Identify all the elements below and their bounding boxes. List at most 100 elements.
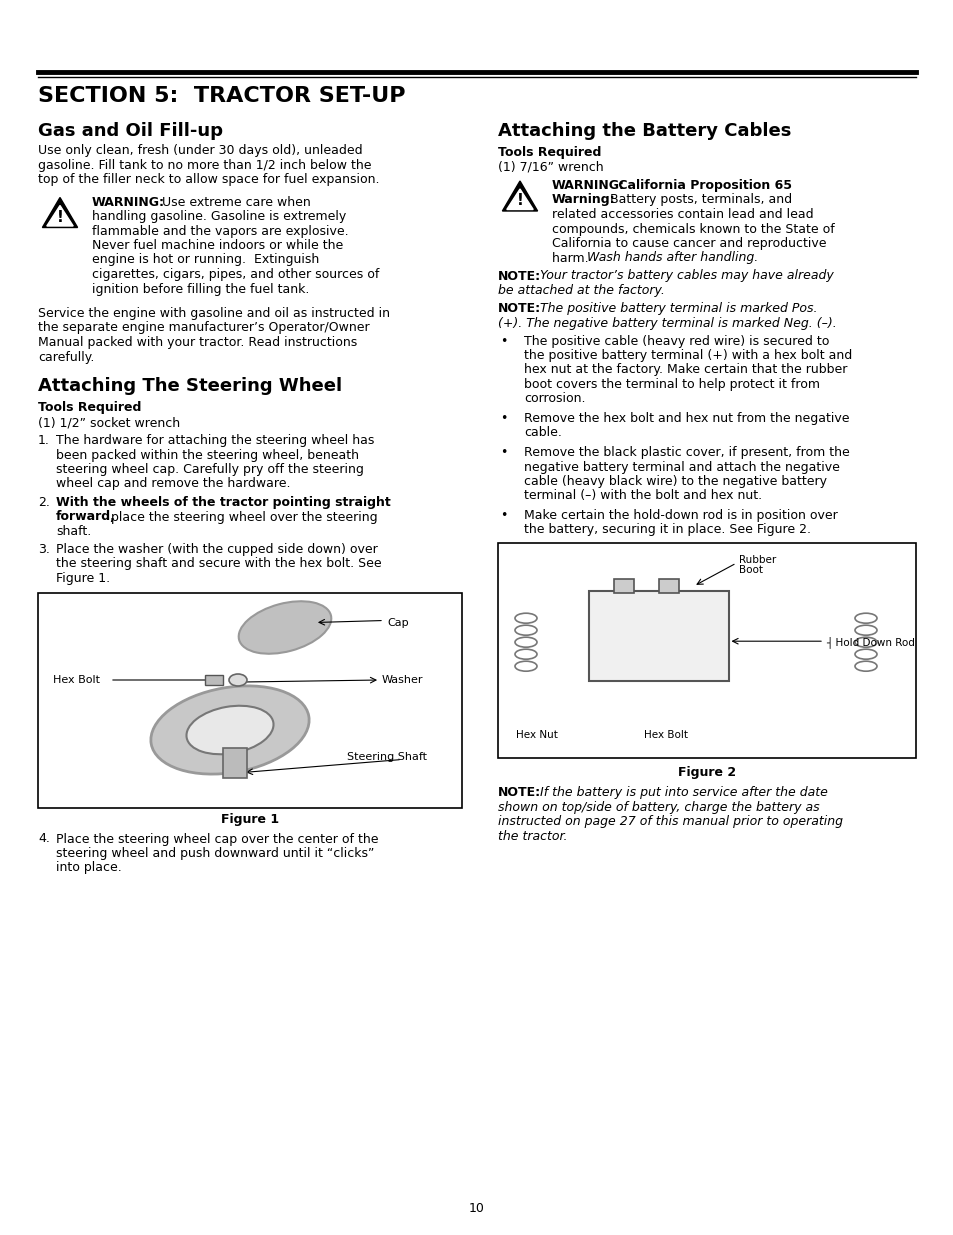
Text: Tools Required: Tools Required — [38, 401, 141, 414]
Text: Steering Shaft: Steering Shaft — [347, 752, 427, 762]
Text: cable.: cable. — [523, 426, 561, 440]
Text: the battery, securing it in place. See Figure 2.: the battery, securing it in place. See F… — [523, 524, 810, 536]
Text: Hex Bolt: Hex Bolt — [643, 730, 687, 740]
Text: place the steering wheel over the steering: place the steering wheel over the steeri… — [107, 510, 377, 524]
Text: 2.: 2. — [38, 496, 50, 509]
Text: steering wheel cap. Carefully pry off the steering: steering wheel cap. Carefully pry off th… — [56, 463, 363, 475]
Text: carefully.: carefully. — [38, 351, 94, 363]
Text: !: ! — [56, 210, 63, 225]
Text: Tools Required: Tools Required — [497, 146, 600, 159]
Text: engine is hot or running.  Extinguish: engine is hot or running. Extinguish — [91, 253, 319, 267]
Text: Your tractor’s battery cables may have already: Your tractor’s battery cables may have a… — [536, 269, 833, 283]
Text: Place the washer (with the cupped side down) over: Place the washer (with the cupped side d… — [56, 543, 377, 556]
Text: related accessories contain lead and lead: related accessories contain lead and lea… — [552, 207, 813, 221]
Text: into place.: into place. — [56, 862, 122, 874]
Text: Battery posts, terminals, and: Battery posts, terminals, and — [605, 194, 791, 206]
Text: SECTION 5:  TRACTOR SET-UP: SECTION 5: TRACTOR SET-UP — [38, 86, 405, 106]
Text: terminal (–) with the bolt and hex nut.: terminal (–) with the bolt and hex nut. — [523, 489, 761, 503]
Text: The positive cable (heavy red wire) is secured to: The positive cable (heavy red wire) is s… — [523, 335, 828, 347]
Text: gasoline. Fill tank to no more than 1/2 inch below the: gasoline. Fill tank to no more than 1/2 … — [38, 158, 371, 172]
Text: been packed within the steering wheel, beneath: been packed within the steering wheel, b… — [56, 448, 358, 462]
Text: hex nut at the factory. Make certain that the rubber: hex nut at the factory. Make certain tha… — [523, 363, 846, 377]
Text: !: ! — [516, 193, 523, 207]
Polygon shape — [47, 205, 73, 226]
Text: wheel cap and remove the hardware.: wheel cap and remove the hardware. — [56, 478, 291, 490]
Polygon shape — [42, 198, 77, 227]
Text: 10: 10 — [469, 1202, 484, 1215]
Ellipse shape — [238, 601, 331, 653]
Text: top of the filler neck to allow space for fuel expansion.: top of the filler neck to allow space fo… — [38, 173, 379, 186]
Text: shaft.: shaft. — [56, 525, 91, 538]
Text: The positive battery terminal is marked Pos.: The positive battery terminal is marked … — [536, 303, 817, 315]
Text: Gas and Oil Fill-up: Gas and Oil Fill-up — [38, 122, 223, 140]
Text: Boot: Boot — [738, 564, 761, 576]
Text: •: • — [499, 335, 507, 347]
Text: •: • — [499, 446, 507, 459]
Text: Attaching The Steering Wheel: Attaching The Steering Wheel — [38, 377, 342, 395]
Text: Use only clean, fresh (under 30 days old), unleaded: Use only clean, fresh (under 30 days old… — [38, 144, 362, 157]
Text: ┤ Hold Down Rod: ┤ Hold Down Rod — [825, 636, 914, 648]
Text: 4.: 4. — [38, 832, 50, 846]
Text: Rubber: Rubber — [738, 555, 775, 564]
Text: Hex Nut: Hex Nut — [516, 730, 558, 740]
Text: NOTE:: NOTE: — [497, 785, 540, 799]
Text: Figure 1: Figure 1 — [221, 813, 279, 825]
Bar — [205, 676, 223, 685]
Text: the tractor.: the tractor. — [497, 830, 567, 842]
Bar — [497, 543, 915, 758]
Text: Service the engine with gasoline and oil as instructed in: Service the engine with gasoline and oil… — [38, 308, 390, 320]
Text: Warning:: Warning: — [552, 194, 615, 206]
Text: Washer: Washer — [381, 676, 423, 685]
Text: With the wheels of the tractor pointing straight: With the wheels of the tractor pointing … — [56, 496, 391, 509]
Text: •: • — [499, 509, 507, 522]
Text: negative battery terminal and attach the negative: negative battery terminal and attach the… — [523, 461, 839, 473]
Text: The hardware for attaching the steering wheel has: The hardware for attaching the steering … — [56, 433, 374, 447]
Text: handling gasoline. Gasoline is extremely: handling gasoline. Gasoline is extremely — [91, 210, 346, 224]
Text: Manual packed with your tractor. Read instructions: Manual packed with your tractor. Read in… — [38, 336, 356, 350]
Text: NOTE:: NOTE: — [497, 269, 540, 283]
Text: •: • — [499, 412, 507, 425]
Text: Make certain the hold-down rod is in position over: Make certain the hold-down rod is in pos… — [523, 509, 837, 522]
Text: Remove the hex bolt and hex nut from the negative: Remove the hex bolt and hex nut from the… — [523, 412, 848, 425]
Bar — [588, 592, 728, 682]
Text: (1) 1/2” socket wrench: (1) 1/2” socket wrench — [38, 416, 180, 429]
Ellipse shape — [229, 674, 247, 685]
Polygon shape — [502, 182, 537, 211]
Bar — [223, 747, 247, 778]
Text: WARNING:: WARNING: — [91, 195, 165, 209]
Text: Never fuel machine indoors or while the: Never fuel machine indoors or while the — [91, 240, 343, 252]
Text: Place the steering wheel cap over the center of the: Place the steering wheel cap over the ce… — [56, 832, 378, 846]
Text: Remove the black plastic cover, if present, from the: Remove the black plastic cover, if prese… — [523, 446, 849, 459]
Text: If the battery is put into service after the date: If the battery is put into service after… — [536, 785, 827, 799]
Text: 1.: 1. — [38, 433, 50, 447]
Text: the separate engine manufacturer’s Operator/Owner: the separate engine manufacturer’s Opera… — [38, 321, 369, 335]
Polygon shape — [506, 189, 533, 210]
Text: boot covers the terminal to help protect it from: boot covers the terminal to help protect… — [523, 378, 820, 391]
Bar — [613, 579, 633, 593]
Text: compounds, chemicals known to the State of: compounds, chemicals known to the State … — [552, 222, 834, 236]
Text: steering wheel and push downward until it “clicks”: steering wheel and push downward until i… — [56, 847, 374, 860]
Text: California Proposition 65: California Proposition 65 — [614, 179, 791, 191]
Text: Cap: Cap — [387, 618, 408, 627]
Text: Figure 2: Figure 2 — [678, 766, 736, 779]
Text: shown on top/side of battery, charge the battery as: shown on top/side of battery, charge the… — [497, 800, 819, 814]
Text: 3.: 3. — [38, 543, 50, 556]
Text: Attaching the Battery Cables: Attaching the Battery Cables — [497, 122, 791, 140]
Text: the steering shaft and secure with the hex bolt. See: the steering shaft and secure with the h… — [56, 557, 381, 571]
Text: the positive battery terminal (+) with a hex bolt and: the positive battery terminal (+) with a… — [523, 350, 851, 362]
Text: Use extreme care when: Use extreme care when — [153, 195, 311, 209]
Bar — [38, 593, 461, 808]
Text: harm.: harm. — [552, 252, 592, 264]
Ellipse shape — [186, 705, 274, 755]
Text: corrosion.: corrosion. — [523, 393, 585, 405]
Text: ignition before filling the fuel tank.: ignition before filling the fuel tank. — [91, 283, 309, 295]
Text: WARNING:: WARNING: — [552, 179, 624, 191]
Text: (+). The negative battery terminal is marked Neg. (–).: (+). The negative battery terminal is ma… — [497, 316, 836, 330]
Text: Figure 1.: Figure 1. — [56, 572, 110, 585]
Text: Wash hands after handling.: Wash hands after handling. — [586, 252, 758, 264]
Text: NOTE:: NOTE: — [497, 303, 540, 315]
Text: cigarettes, cigars, pipes, and other sources of: cigarettes, cigars, pipes, and other sou… — [91, 268, 379, 282]
Text: (1) 7/16” wrench: (1) 7/16” wrench — [497, 161, 603, 174]
Text: instructed on page 27 of this manual prior to operating: instructed on page 27 of this manual pri… — [497, 815, 842, 827]
Bar — [658, 579, 678, 593]
